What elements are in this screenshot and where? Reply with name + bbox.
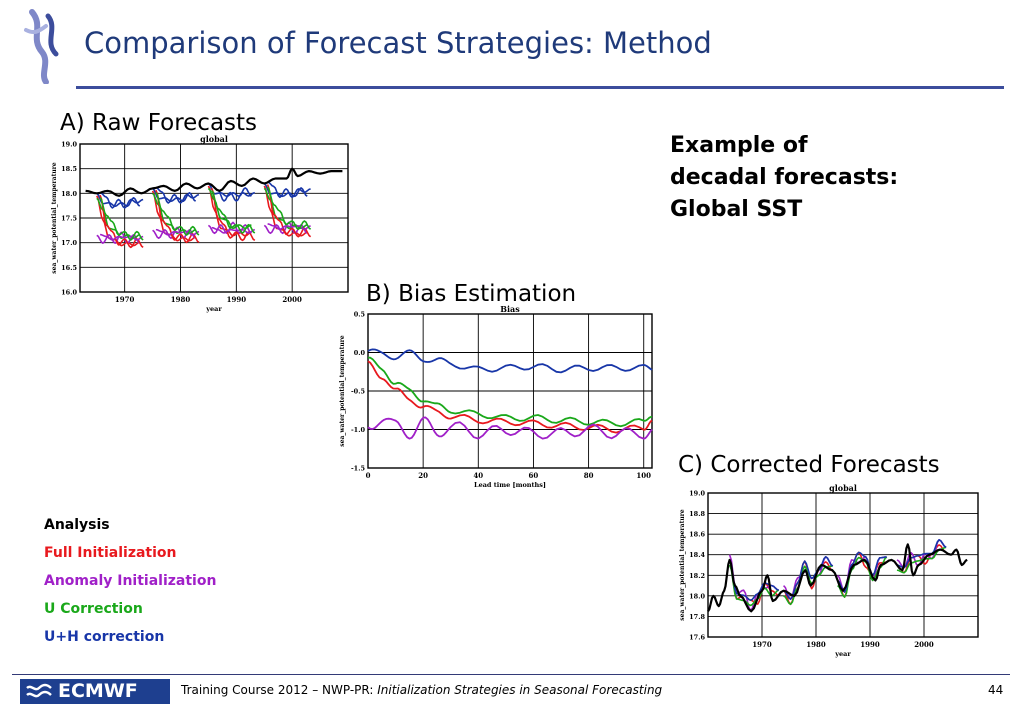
corrected-forecast-line <box>783 556 834 600</box>
corrected-x-axis-label: year <box>834 650 851 658</box>
raw-y-tick-label: 16.0 <box>61 289 77 297</box>
footer-divider <box>12 674 1010 675</box>
raw-analysis-line <box>85 167 343 197</box>
legend: Analysis Full Initialization Anomaly Ini… <box>44 516 216 656</box>
raw-y-tick-label: 18.0 <box>61 190 77 198</box>
raw-forecast-line <box>267 223 311 231</box>
ecmwf-brand-text: ECMWF <box>58 680 138 702</box>
bias-estimation-chart: 0 20 40 60 80 100 -1.5 -1.0 -0.5 0.0 0.5 Bias Lead t… <box>339 304 653 489</box>
corrected-x-tick-label: 1990 <box>860 640 880 649</box>
raw-forecast-line <box>96 192 141 207</box>
raw-forecast-line <box>155 228 200 236</box>
raw-forecast-line <box>152 226 197 239</box>
bias-x-tick-label: 100 <box>636 471 651 480</box>
label-bias-estimation: B) Bias Estimation <box>366 281 577 307</box>
bias-y-tick-label: 0.5 <box>354 311 366 319</box>
bias-y-tick-label: -1.5 <box>351 465 365 473</box>
bias-y-tick-label: 0.0 <box>354 349 366 357</box>
raw-x-tick-label: 1980 <box>171 295 191 304</box>
raw-y-tick-label: 16.5 <box>61 264 77 272</box>
corrected-y-tick-label: 18.6 <box>689 531 705 539</box>
corrected-y-tick-label: 18.0 <box>689 592 705 600</box>
raw-forecast-line <box>211 190 256 234</box>
raw-y-tick-label: 17.5 <box>61 215 77 223</box>
corrected-analysis-line <box>707 543 968 613</box>
example-line-1: Example of <box>670 133 808 158</box>
raw-forecast-line <box>99 233 144 241</box>
corrected-y-tick-label: 18.8 <box>689 510 705 518</box>
ecmwf-logo: ECMWF <box>20 679 170 704</box>
raw-forecast-line <box>211 226 256 234</box>
example-caption: Example of decadal forecasts: Global SST <box>670 130 898 226</box>
corrected-chart-title: global <box>829 483 857 493</box>
raw-forecast-line <box>155 192 200 236</box>
corrected-forecast-line <box>896 538 947 569</box>
label-corrected-forecasts: C) Corrected Forecasts <box>678 452 940 478</box>
raw-y-tick-label: 18.5 <box>61 165 77 173</box>
raw-forecast-line <box>99 191 144 209</box>
raw-x-axis-label: year <box>205 305 222 313</box>
label-raw-forecasts: A) Raw Forecasts <box>60 110 258 136</box>
bias-series-line <box>367 416 653 440</box>
corrected-forecast-line <box>837 551 887 593</box>
raw-y-axis-label: sea_water_potential_temperature <box>51 162 58 274</box>
bias-y-tick-label: -0.5 <box>351 388 365 396</box>
bias-x-tick-label: 0 <box>366 471 371 480</box>
corrected-y-axis-label: sea_water_potential_temperature <box>679 509 686 621</box>
raw-y-tick-label: 17.0 <box>61 239 77 247</box>
corrected-plot-frame <box>707 492 979 638</box>
raw-chart-title: global <box>200 134 228 144</box>
bias-chart-title: Bias <box>500 304 520 314</box>
footer-course: Training Course 2012 – NWP-PR: <box>181 683 378 697</box>
bias-y-axis-label: sea_water_potential_temperature <box>339 335 346 447</box>
title-divider <box>76 86 1004 89</box>
raw-forecast-line <box>155 186 200 204</box>
corrected-y-tick-label: 19.0 <box>689 490 705 498</box>
footer-topic: Initialization Strategies in Seasonal Fo… <box>377 683 663 697</box>
footer-caption: Training Course 2012 – NWP-PR: Initializ… <box>181 683 662 697</box>
raw-x-tick-label: 1970 <box>115 295 135 304</box>
bias-y-tick-label: -1.0 <box>351 426 365 434</box>
legend-item-analysis: Analysis <box>44 517 110 533</box>
bias-series-line <box>367 356 653 428</box>
corrected-y-tick-label: 17.8 <box>689 613 705 621</box>
corrected-x-tick-label: 2000 <box>914 640 934 649</box>
corrected-y-tick-label: 18.4 <box>689 551 705 559</box>
corrected-y-tick-label: 18.2 <box>689 572 705 580</box>
wave-icon <box>26 683 52 698</box>
page-number: 44 <box>988 683 1004 697</box>
raw-forecast-line <box>207 182 252 198</box>
raw-forecast-line <box>152 187 197 202</box>
bias-x-tick-label: 20 <box>418 471 428 480</box>
raw-forecast-line <box>266 186 312 231</box>
bias-x-tick-label: 60 <box>529 471 539 480</box>
legend-item-anomaly-initialization: Anomaly Initialization <box>44 573 217 589</box>
corrected-x-tick-label: 1970 <box>752 640 772 649</box>
bias-series-line <box>367 360 653 434</box>
corrected-forecasts-chart: 1970 1980 1990 2000 17.6 17.8 18.0 18.2 18.4 18.6… <box>679 483 979 658</box>
raw-forecast-line <box>96 231 141 244</box>
corrected-y-tick-label: 17.6 <box>689 634 705 642</box>
raw-forecast-line <box>99 197 144 241</box>
corrected-x-tick-label: 1980 <box>806 640 826 649</box>
page-title: Comparison of Forecast Strategies: Metho… <box>84 26 712 60</box>
example-line-3: Global SST <box>670 197 803 222</box>
raw-y-tick-label: 19.0 <box>61 141 77 149</box>
legend-item-uh-correction: U+H correction <box>44 629 165 645</box>
bias-series-line <box>367 348 653 374</box>
legend-item-u-correction: U Correction <box>44 601 143 617</box>
raw-forecasts-chart: 1970 1980 1990 2000 16.0 16.5 17.0 17.5 18.0 18.5… <box>51 134 349 313</box>
raw-x-tick-label: 2000 <box>282 295 302 304</box>
legend-item-full-initialization: Full Initialization <box>44 545 177 561</box>
example-line-2: decadal forecasts: <box>670 165 899 190</box>
bias-x-tick-label: 40 <box>473 471 483 480</box>
raw-x-tick-label: 1990 <box>227 295 247 304</box>
bias-x-tick-label: 80 <box>584 471 594 480</box>
ecmwf-swirl-logo-icon <box>24 9 59 84</box>
raw-forecast-line <box>267 181 311 199</box>
bias-x-axis-label: Lead time [months] <box>474 481 546 489</box>
